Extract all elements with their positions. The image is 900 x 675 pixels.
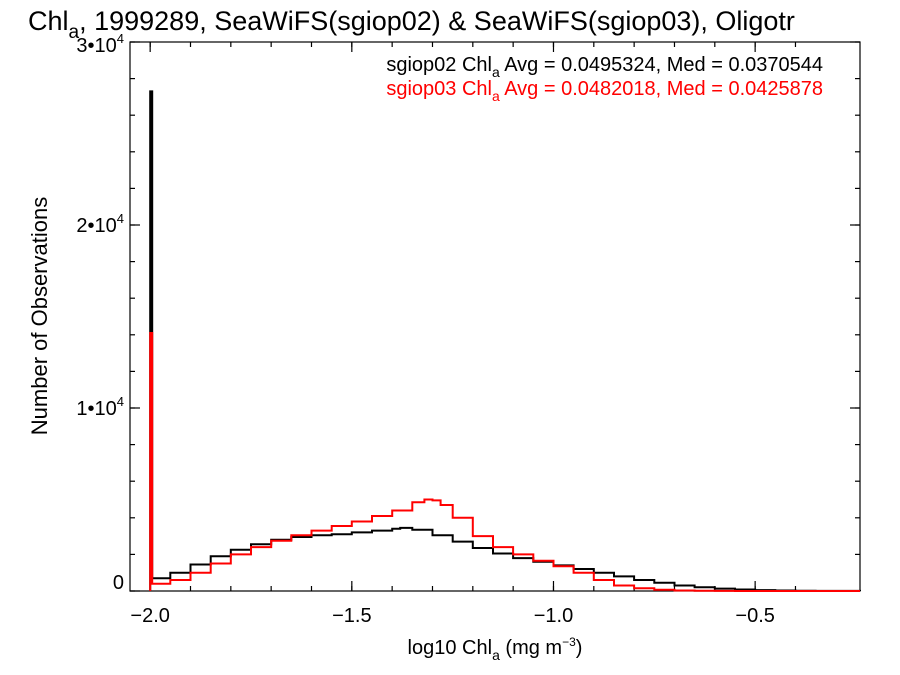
chart-title: Chla, 1999289, SeaWiFS(sgiop02) & SeaWiF… (28, 6, 795, 43)
x-tick-label: −2.0 (130, 605, 169, 627)
series-group (149, 90, 861, 592)
x-tick-label: −0.5 (735, 605, 774, 627)
chart-title-sub: a (69, 22, 80, 43)
y-tick-label: 3•104 (76, 31, 124, 57)
y-tick-label: 2•104 (76, 211, 124, 237)
axis-ticks (130, 41, 860, 592)
y-tick-label: 0 (113, 572, 124, 594)
series-line-sgiop02 (149, 90, 861, 592)
y-tick-label: 1•104 (76, 394, 124, 420)
y-tick-labels: 0 1•104 2•104 3•104 (76, 31, 124, 594)
x-tick-label: −1.5 (332, 605, 371, 627)
y-axis-label: Number of Observations (27, 197, 52, 435)
x-axis-label: log10 Chla (mg m−3) (408, 635, 583, 663)
legend-entry-sgiop02: sgiop02 Chla Avg = 0.0495324, Med = 0.03… (386, 54, 823, 80)
legend: sgiop02 Chla Avg = 0.0495324, Med = 0.03… (386, 54, 823, 104)
x-tick-labels: −2.0 −1.5 −1.0 −0.5 (130, 605, 774, 627)
legend-entry-sgiop03: sgiop03 Chla Avg = 0.0482018, Med = 0.04… (386, 78, 823, 104)
plot-area-frame (129, 41, 861, 592)
series-line-sgiop03 (149, 332, 860, 592)
chart-title-rest: , 1999289, SeaWiFS(sgiop02) & SeaWiFS(sg… (79, 6, 795, 36)
x-tick-label: −1.0 (534, 605, 573, 627)
chart-title-prefix: Chl (28, 6, 69, 36)
